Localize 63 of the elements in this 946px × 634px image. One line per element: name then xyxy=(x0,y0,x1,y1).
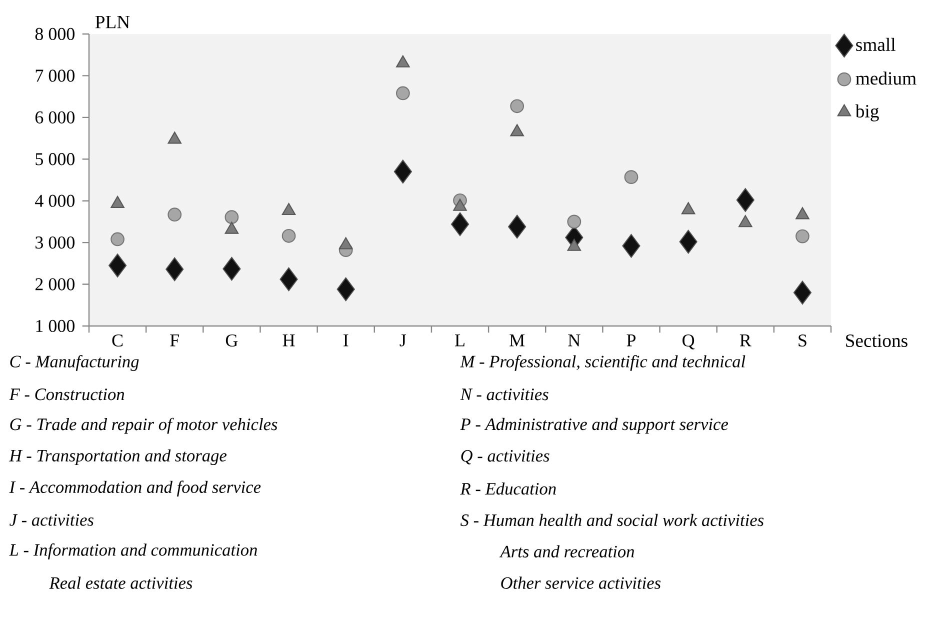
text: Arts and recreation xyxy=(499,545,634,558)
point xyxy=(110,232,124,246)
text: R - Education xyxy=(460,482,556,495)
text: M - Professional, scientific and technical xyxy=(460,355,746,371)
point xyxy=(508,214,526,239)
point xyxy=(280,267,298,292)
y-tick-label: 1 000 xyxy=(36,320,75,332)
y-tick-label: 2 000 xyxy=(35,278,75,290)
point xyxy=(336,277,355,302)
text: F - Construction xyxy=(9,388,124,400)
text: S - Human health and social work activities xyxy=(460,514,764,526)
x-tick-label: C xyxy=(112,334,123,347)
point xyxy=(394,160,412,184)
point xyxy=(510,99,524,114)
text: N - activities xyxy=(460,388,548,400)
point xyxy=(224,210,239,224)
y-tick-label: 7 000 xyxy=(36,70,75,82)
x-tick-label: J xyxy=(400,334,406,346)
x-tick-label: L xyxy=(455,334,464,346)
x-tick-label: S xyxy=(798,334,806,347)
x-tick-label: R xyxy=(740,334,752,346)
point xyxy=(624,170,638,184)
legend-label: big xyxy=(855,104,879,122)
point xyxy=(282,228,296,243)
text: J - activities xyxy=(10,514,94,526)
x-tick-label: G xyxy=(226,334,238,347)
x-tick-label: N xyxy=(568,334,580,346)
text: I - Accommodation and food service xyxy=(9,480,261,497)
text: Real estate activities xyxy=(49,576,192,589)
point xyxy=(567,214,582,229)
legend-label: small xyxy=(856,38,896,52)
y-axis-title: PLN xyxy=(95,16,130,28)
y-tick-label: 3 000 xyxy=(36,236,75,249)
point xyxy=(679,230,698,254)
x-tick-label: M xyxy=(510,334,525,346)
point xyxy=(166,257,184,282)
point xyxy=(168,208,182,222)
y-tick-label: 6 000 xyxy=(35,111,75,124)
legend-label: medium xyxy=(856,72,916,85)
x-tick-label: F xyxy=(170,334,179,346)
text: P - Administrative and support service xyxy=(460,418,728,434)
text: Other service activities xyxy=(501,576,661,589)
point xyxy=(736,188,754,212)
x-tick-label: H xyxy=(282,334,295,346)
point xyxy=(222,256,241,281)
point xyxy=(108,254,127,278)
text: Q - activities xyxy=(461,450,550,464)
x-axis-title: Sections xyxy=(846,334,908,348)
point xyxy=(450,212,470,236)
x-tick-label: Q xyxy=(682,334,695,350)
y-tick-label: 4 000 xyxy=(35,194,75,207)
point xyxy=(796,229,810,244)
text: G - Trade and repair of motor vehicles xyxy=(10,418,278,434)
text: L - Information and communication xyxy=(9,543,257,560)
x-tick-label: I xyxy=(344,334,348,346)
point xyxy=(396,86,410,100)
point xyxy=(793,280,812,304)
x-tick-label: P xyxy=(626,334,636,346)
text: H - Transportation and storage xyxy=(9,449,227,466)
y-tick-label: 5 000 xyxy=(36,153,75,166)
text: C - Manufacturing xyxy=(10,355,139,371)
y-tick-label: 8 000 xyxy=(35,28,75,40)
point xyxy=(622,234,640,258)
